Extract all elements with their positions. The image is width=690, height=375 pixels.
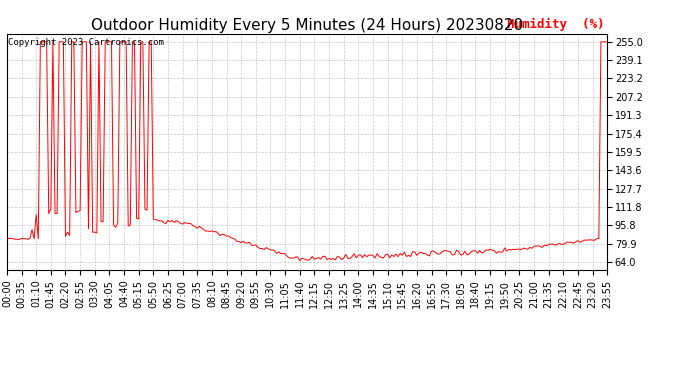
Title: Outdoor Humidity Every 5 Minutes (24 Hours) 20230820: Outdoor Humidity Every 5 Minutes (24 Hou… — [91, 18, 523, 33]
Text: Humidity  (%): Humidity (%) — [506, 18, 604, 32]
Text: Copyright 2023 Cartronics.com: Copyright 2023 Cartronics.com — [8, 39, 164, 48]
